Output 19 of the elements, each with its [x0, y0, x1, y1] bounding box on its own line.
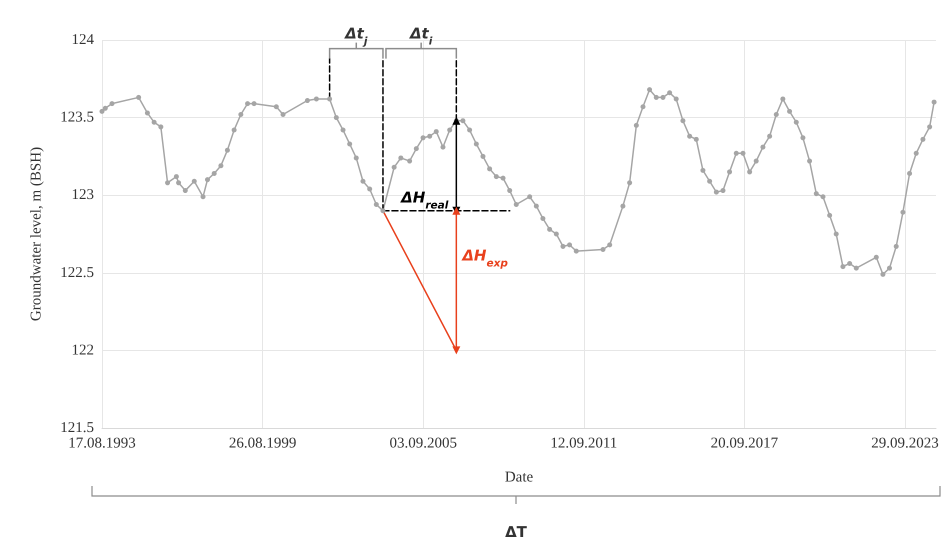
y-tick-label: 122	[72, 342, 94, 358]
annotation: Δt$_{j}$	[344, 24, 368, 48]
text: ΔT	[505, 523, 528, 541]
x-tick-label: 20.09.2017	[710, 436, 779, 452]
y-tick-label: 123	[72, 187, 94, 204]
y-tick-label: 124	[72, 32, 94, 48]
y-axis-title: Groundwater level, m (BSH)	[28, 146, 44, 322]
x-tick-label: 29.09.2023	[871, 436, 939, 452]
x-tick-label: 26.08.1999	[228, 436, 296, 452]
y-tick-label: 123.5	[60, 110, 94, 126]
x-tick-label: 17.08.1993	[68, 436, 136, 452]
annotation: Δt$_{i}$	[408, 24, 433, 48]
x-axis-title: Date	[504, 470, 534, 486]
x-tick-label: 03.09.2005	[389, 436, 457, 452]
annotation: ΔH$_{real}$	[400, 188, 449, 212]
annotation: ΔH$_{exp}$	[461, 246, 508, 270]
y-tick-label: 122.5	[60, 264, 94, 281]
x-tick-label: 12.09.2011	[550, 436, 618, 452]
y-tick-label: 121.5	[60, 420, 94, 436]
